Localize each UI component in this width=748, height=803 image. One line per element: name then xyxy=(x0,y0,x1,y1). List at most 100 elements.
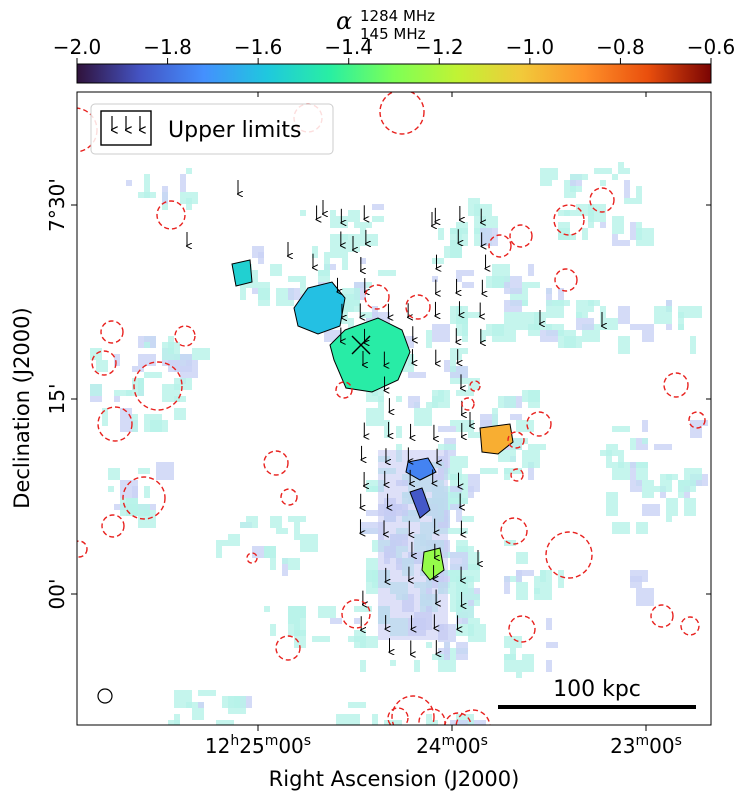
noise-pixel xyxy=(456,726,474,732)
noise-pixel xyxy=(450,492,468,504)
noise-pixel xyxy=(354,630,366,648)
masked-source-circle xyxy=(554,268,578,292)
masked-source-circle xyxy=(387,707,409,725)
noise-pixel xyxy=(162,384,180,402)
noise-pixel xyxy=(312,246,318,258)
noise-pixel xyxy=(606,492,618,498)
masked-source-circle xyxy=(469,380,481,392)
noise-pixel xyxy=(300,534,318,552)
noise-pixel xyxy=(618,336,630,354)
noise-pixel xyxy=(456,546,474,552)
y-tick-label: 15' xyxy=(45,384,69,415)
colorbar-tick-label: −1.8 xyxy=(143,35,192,59)
noise-pixel xyxy=(228,534,240,540)
noise-pixel xyxy=(288,558,300,570)
noise-pixel xyxy=(510,414,522,420)
upper-limit-region xyxy=(90,162,708,732)
noise-pixel xyxy=(120,480,138,498)
noise-pixel xyxy=(594,168,612,174)
noise-pixel xyxy=(630,462,648,468)
title-symbol: α xyxy=(336,7,352,35)
noise-pixel xyxy=(432,276,438,282)
noise-pixel xyxy=(408,372,426,378)
noise-pixel xyxy=(642,480,654,498)
noise-pixel xyxy=(444,642,450,660)
masked-source-circle xyxy=(444,712,472,725)
noise-pixel xyxy=(624,198,642,204)
noise-pixel xyxy=(450,456,468,468)
noise-pixel xyxy=(198,702,204,708)
noise-pixel xyxy=(144,180,150,198)
noise-pixel xyxy=(330,618,342,624)
upper-limit-arrows xyxy=(187,180,602,654)
noise-pixel xyxy=(360,312,366,318)
noise-pixel xyxy=(258,252,264,264)
noise-pixel xyxy=(180,366,186,384)
noise-pixel xyxy=(102,408,108,426)
noise-pixel xyxy=(618,216,624,234)
noise-pixel xyxy=(504,636,522,648)
masked-source-circle xyxy=(391,695,435,725)
noise-pixel xyxy=(456,390,474,396)
noise-pixel xyxy=(576,312,588,318)
noise-pixel xyxy=(450,228,468,246)
noise-pixel xyxy=(108,468,120,480)
noise-pixel xyxy=(294,522,300,540)
noise-pixel xyxy=(684,498,696,516)
noise-pixel xyxy=(492,408,498,426)
noise-pixel xyxy=(510,444,522,450)
noise-pixel xyxy=(330,234,348,240)
masked-source-circle xyxy=(133,361,183,411)
masked-source-circle xyxy=(77,540,88,558)
noise-pixel xyxy=(462,312,480,318)
noise-pixel xyxy=(354,714,360,725)
noise-pixel xyxy=(510,648,516,654)
noise-pixel xyxy=(144,486,150,498)
noise-pixel xyxy=(666,474,678,480)
noise-pixel xyxy=(348,318,354,336)
noise-pixel xyxy=(414,660,420,672)
noise-pixel xyxy=(606,456,612,468)
noise-pixel xyxy=(504,330,516,342)
noise-pixel xyxy=(492,282,510,288)
noise-pixel xyxy=(522,282,540,288)
noise-pixel xyxy=(180,174,186,192)
noise-pixel xyxy=(408,396,420,408)
noise-pixel xyxy=(456,714,474,725)
noise-pixel xyxy=(612,426,630,432)
noise-pixel xyxy=(624,180,630,198)
detection-west-lobe xyxy=(293,281,346,335)
noise-pixel xyxy=(180,192,198,198)
noise-pixel xyxy=(276,528,282,534)
noise-pixel xyxy=(684,468,702,480)
noise-pixel xyxy=(636,186,642,198)
noise-pixel xyxy=(396,396,402,402)
noise-pixel xyxy=(690,426,702,438)
legend: Upper limits xyxy=(90,103,334,155)
noise-pixel xyxy=(432,396,438,402)
noise-pixel xyxy=(354,222,372,228)
noise-pixel xyxy=(462,618,480,624)
noise-pixel xyxy=(522,312,540,330)
noise-pixel xyxy=(546,618,552,630)
noise-pixel xyxy=(636,588,654,606)
noise-pixel xyxy=(270,624,276,636)
noise-pixel xyxy=(318,270,324,288)
noise-pixel xyxy=(630,438,636,450)
noise-pixel xyxy=(450,600,468,606)
noise-pixel xyxy=(522,390,540,402)
detection-small-west xyxy=(231,259,253,287)
noise-pixel xyxy=(288,606,306,618)
noise-pixel xyxy=(600,318,618,330)
noise-pixel xyxy=(516,582,528,600)
noise-pixel xyxy=(462,726,474,732)
masked-source-circle xyxy=(461,397,475,411)
noise-pixel xyxy=(546,582,552,600)
title-subscript: 145 MHz xyxy=(360,25,426,43)
noise-pixel xyxy=(630,462,636,480)
noise-pixel xyxy=(462,282,474,288)
noise-pixel xyxy=(492,324,504,342)
noise-pixel xyxy=(570,186,582,192)
noise-pixel xyxy=(546,288,552,306)
noise-pixel xyxy=(612,216,618,234)
